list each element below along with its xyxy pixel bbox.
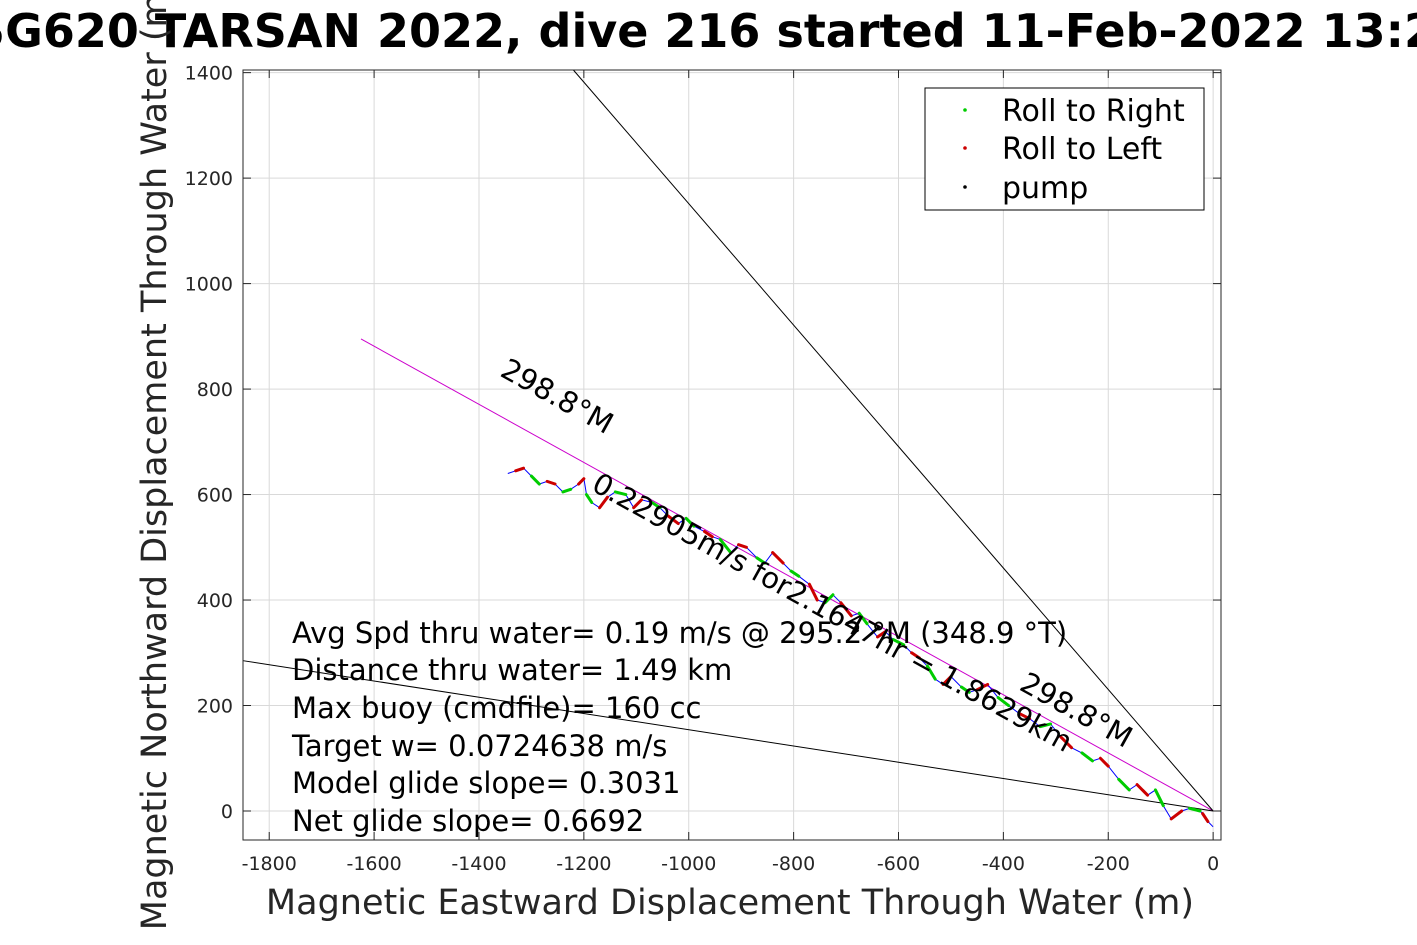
roll-left-marker <box>807 582 819 602</box>
roll-left-marker <box>1017 711 1032 721</box>
segment-heading <box>360 338 1214 812</box>
roll-right-marker <box>650 500 662 510</box>
y-tick-label: 600 <box>197 485 233 507</box>
segment-current <box>572 69 1214 812</box>
roll-left-marker <box>545 479 557 486</box>
y-axis-label: Magnetic Northward Displacement Through … <box>135 0 175 930</box>
roll-left-marker <box>514 466 526 473</box>
legend-marker-roll-right <box>963 108 967 112</box>
legend: Roll to Right Roll to Left pump <box>924 87 1205 211</box>
legend-label-roll-left: Roll to Left <box>1002 132 1162 167</box>
roll-left-marker <box>1098 756 1110 768</box>
roll-left-marker <box>771 551 785 565</box>
y-tick-label: 1000 <box>185 274 233 296</box>
roll-right-marker <box>1117 777 1131 792</box>
roll-left-marker <box>975 682 990 692</box>
roll-right-marker <box>789 569 801 578</box>
roll-right-marker <box>684 516 696 528</box>
legend-marker-pump <box>963 185 967 189</box>
legend-marker-roll-left <box>963 146 967 150</box>
roll-right-marker <box>718 537 733 555</box>
roll-right-marker <box>755 556 767 565</box>
legend-label-pump: pump <box>1002 171 1088 206</box>
x-tick-label: 0 <box>1207 853 1219 875</box>
segment-glide <box>242 660 1214 812</box>
x-tick-label: -1600 <box>346 853 401 875</box>
roll-right-marker <box>996 696 1011 708</box>
roll-right-marker <box>857 611 869 626</box>
x-tick-label: -1200 <box>556 853 611 875</box>
roll-left-marker <box>1059 735 1074 750</box>
x-tick-label: -800 <box>772 853 815 875</box>
roll-right-marker <box>959 685 971 694</box>
roll-right-marker <box>925 664 937 681</box>
roll-right-marker <box>529 474 541 486</box>
plot-layer <box>242 69 1214 828</box>
x-tick-label: -1000 <box>661 853 716 875</box>
annotation-distance: Distance thru water= 1.49 km <box>292 653 732 687</box>
roll-right-marker <box>584 493 594 504</box>
grid-layer <box>243 70 1221 840</box>
legend-label-roll-right: Roll to Right <box>1002 94 1185 129</box>
line-label-0: 298.8°M <box>495 352 619 441</box>
roll-right-marker <box>1080 751 1095 763</box>
roll-left-marker <box>910 651 921 660</box>
annotation-target-w: Target w= 0.0724638 m/s <box>291 729 667 763</box>
axes-frame <box>242 69 1222 841</box>
chart-title: SG620 TARSAN 2022, dive 216 started 11-F… <box>0 4 1417 58</box>
roll-left-marker <box>598 495 609 510</box>
legend-box <box>924 87 1205 211</box>
x-tick-label: -600 <box>877 853 920 875</box>
y-tick-label: 0 <box>221 801 233 823</box>
roll-left-marker <box>737 543 748 549</box>
x-tick-label: -1400 <box>451 853 506 875</box>
y-tick-label: 1400 <box>185 63 233 85</box>
x-axis-label: Magnetic Eastward Displacement Through W… <box>266 883 1194 923</box>
roll-right-marker <box>891 638 906 647</box>
y-tick-label: 800 <box>197 379 233 401</box>
annotation-max-buoy: Max buoy (cmdfile)= 160 cc <box>292 691 701 725</box>
x-tick-label: -1800 <box>242 853 297 875</box>
roll-left-marker <box>1201 812 1210 824</box>
roll-right-marker <box>1038 722 1053 729</box>
roll-left-marker <box>666 514 680 526</box>
x-tick-label: -400 <box>982 853 1025 875</box>
roll-left-marker <box>577 477 586 486</box>
roll-right-marker <box>561 487 573 494</box>
x-tick-label: -200 <box>1087 853 1130 875</box>
roll-right-marker <box>823 593 835 605</box>
annotation-net-glide: Net glide slope= 0.6692 <box>292 804 644 838</box>
annotation-model-glide: Model glide slope= 0.3031 <box>292 766 680 800</box>
roll-left-marker <box>839 601 853 618</box>
y-tick-label: 1200 <box>185 168 233 190</box>
roll-left-marker <box>632 498 644 510</box>
roll-right-marker <box>613 490 628 497</box>
stats-annotation: Avg Spd thru water= 0.19 m/s @ 295.2 °M … <box>291 616 1067 838</box>
tick-layer: -1800 -1600 -1400 -1200 -1000 -800 -600 -400 -20… <box>185 63 1221 875</box>
annotation-avg-speed: Avg Spd thru water= 0.19 m/s @ 295.2 °M … <box>292 616 1067 650</box>
roll-left-marker <box>1169 809 1184 821</box>
roll-left-marker <box>941 675 953 686</box>
y-tick-label: 400 <box>197 590 233 612</box>
roll-left-marker <box>876 630 887 639</box>
y-tick-label: 200 <box>197 696 233 718</box>
roll-left-marker <box>702 529 714 539</box>
roll-left-marker <box>1135 783 1150 797</box>
roll-right-marker <box>1153 788 1165 808</box>
roll-right-marker <box>1188 806 1202 813</box>
